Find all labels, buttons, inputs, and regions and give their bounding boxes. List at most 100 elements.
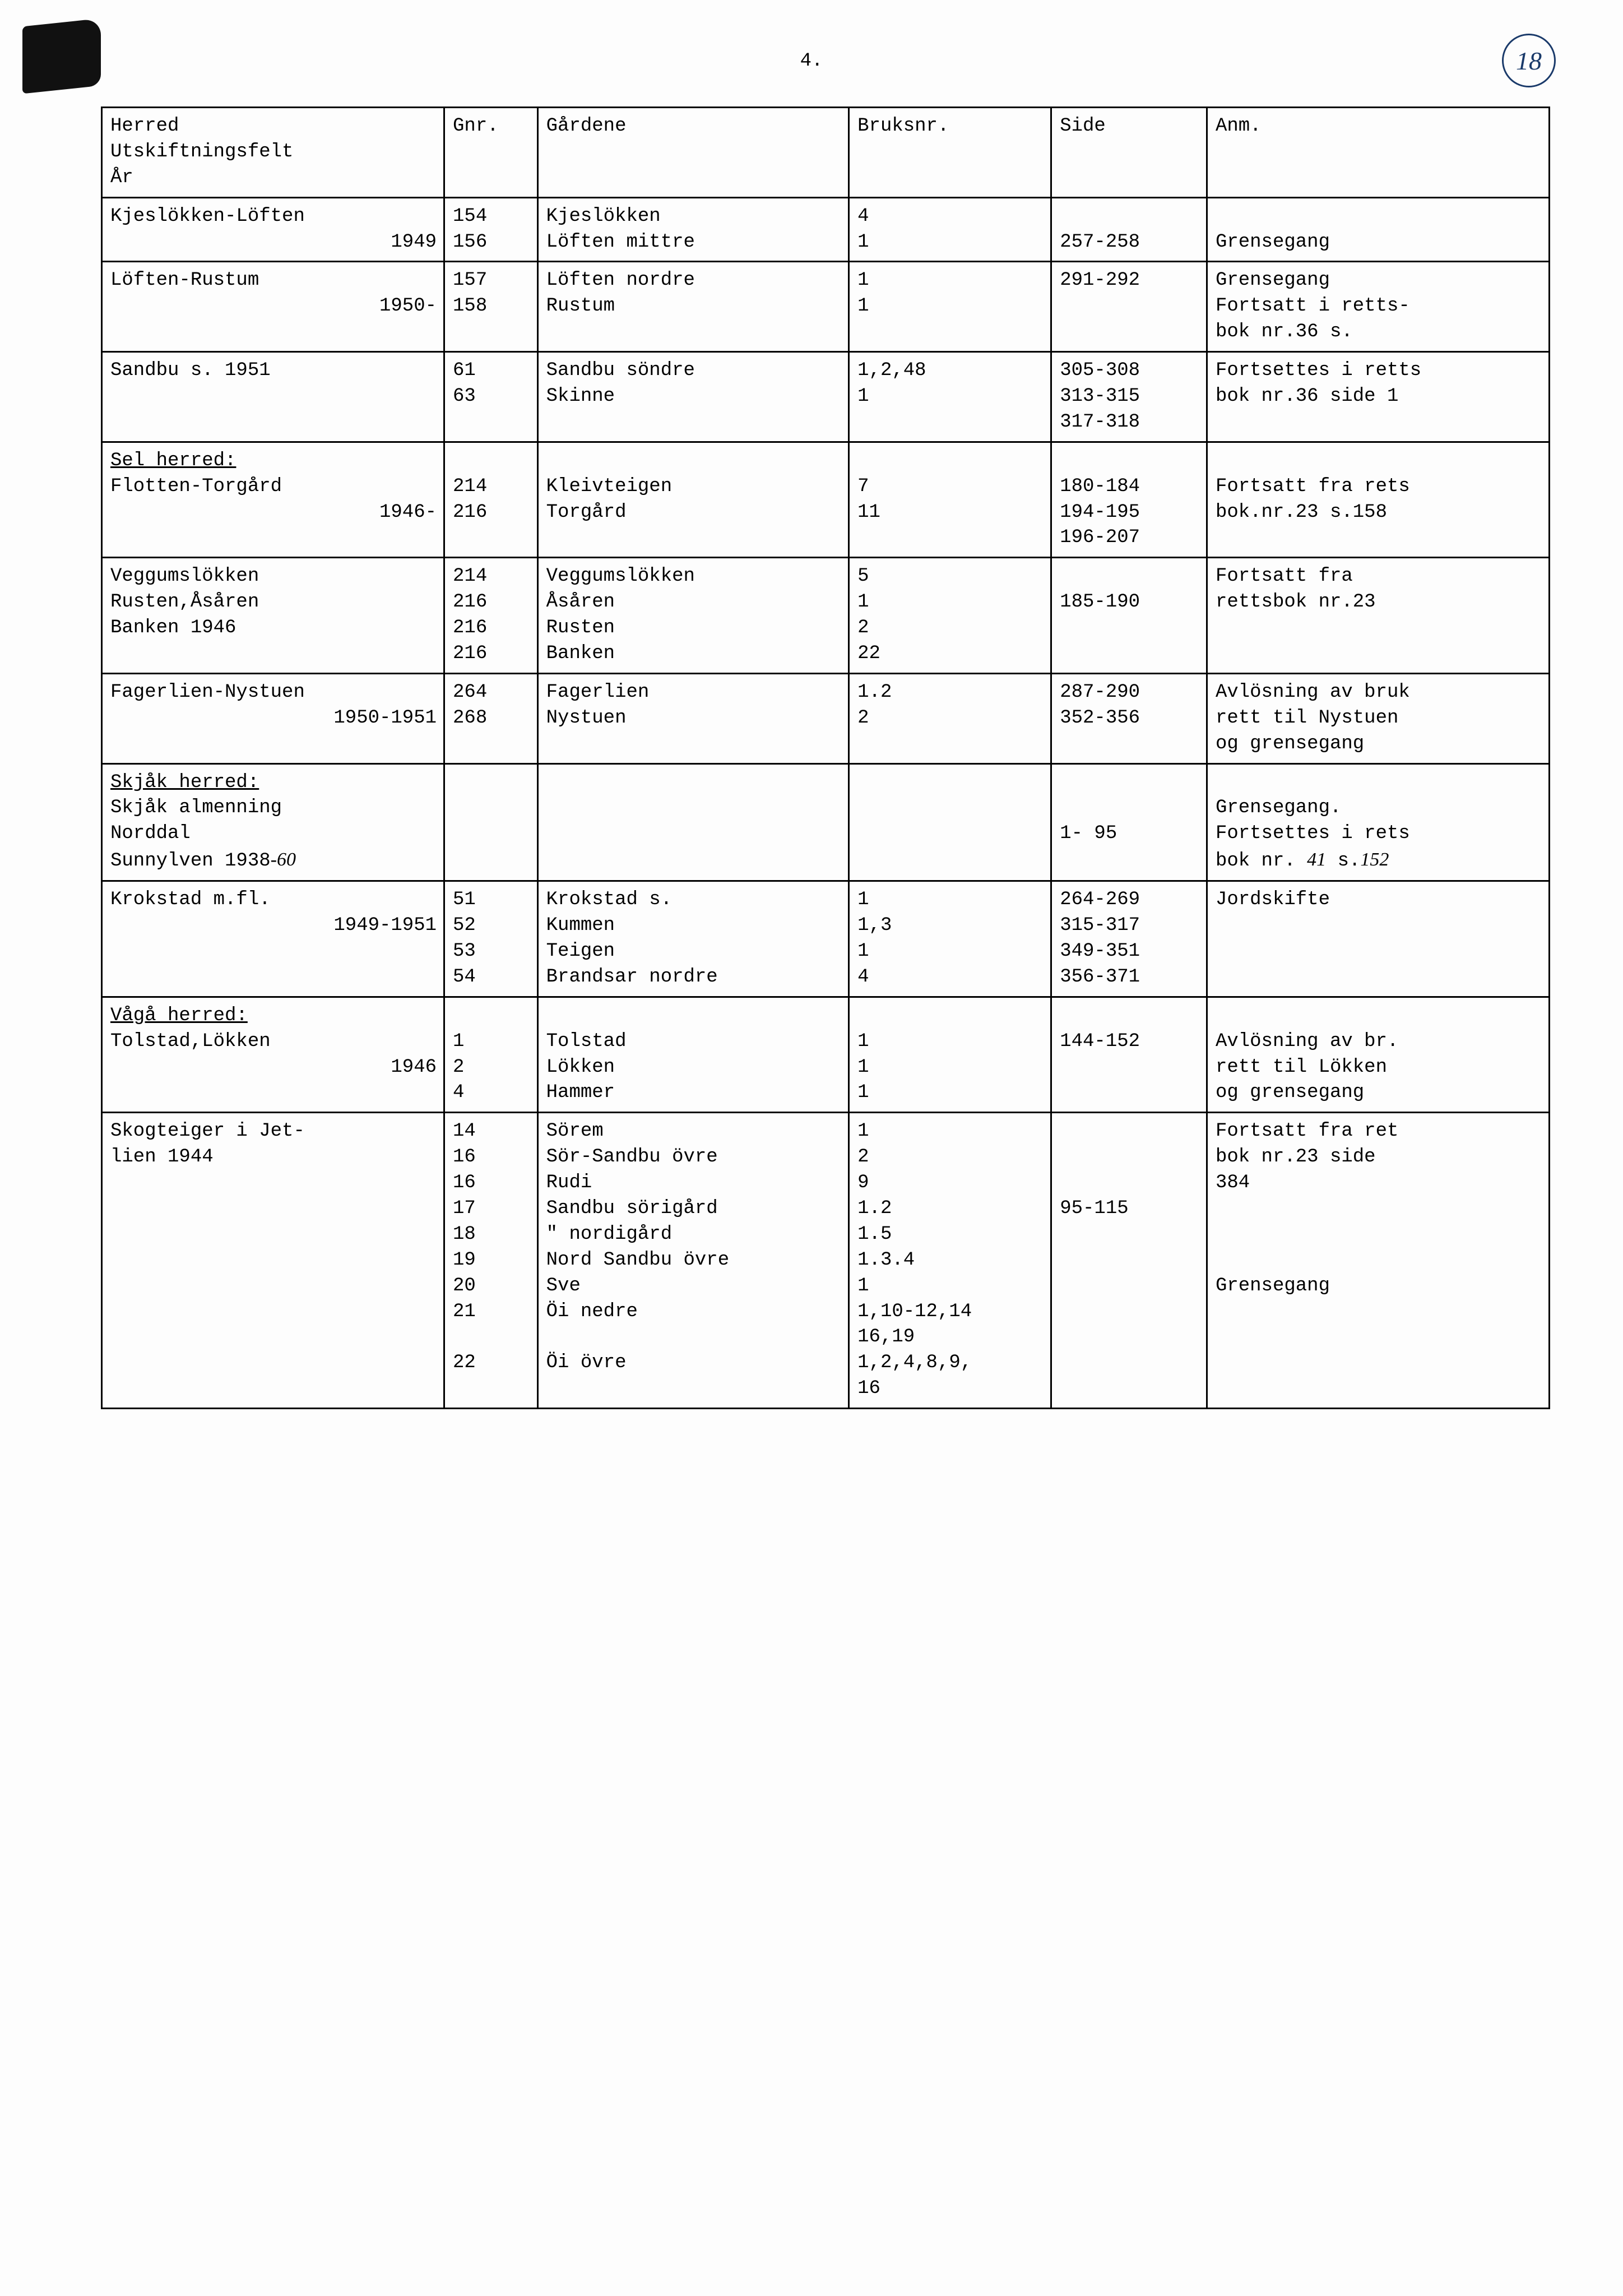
cell-text: Löften nordre Rustum bbox=[546, 270, 695, 317]
cell-side: 287-290 352-356 bbox=[1051, 673, 1207, 763]
cell-text: 95-115 bbox=[1060, 1198, 1128, 1219]
cell-gardene: Krokstad s. Kummen Teigen Brandsar nordr… bbox=[537, 881, 848, 997]
cell-text: Avlösning av br. rett til Lökken og gren… bbox=[1216, 1031, 1398, 1104]
cell-herred: Skogteiger i Jet- lien 1944 bbox=[102, 1113, 444, 1409]
cell-text: 214 216 bbox=[453, 476, 487, 523]
cell-text: 264 268 bbox=[453, 682, 487, 729]
table-row: Skogteiger i Jet- lien 1944 14 16 16 17 1… bbox=[102, 1113, 1550, 1409]
cell-text: 1- 95 bbox=[1060, 823, 1117, 844]
cell-gnr bbox=[444, 763, 538, 881]
cell-text: Grensegang Fortsatt i retts- bok nr.36 s… bbox=[1216, 270, 1410, 342]
page-number-top: 4. bbox=[800, 50, 823, 72]
cell-text: 264-269 315-317 349-351 356-371 bbox=[1060, 889, 1140, 988]
cell-text: Skogteiger i Jet- lien 1944 bbox=[110, 1121, 305, 1168]
cell-text: 214 216 216 216 bbox=[453, 566, 487, 664]
cell-gnr: 14 16 16 17 18 19 20 21 22 bbox=[444, 1113, 538, 1409]
cell-gnr: 214 216 bbox=[444, 442, 538, 558]
cell-bruksnr: 1,2,48 1 bbox=[849, 352, 1051, 442]
cell-herred: Fagerlien-Nystuen 1950-1951 bbox=[102, 673, 444, 763]
cell-side: 180-184 194-195 196-207 bbox=[1051, 442, 1207, 558]
cell-anm: Avlösning av bruk rett til Nystuen og gr… bbox=[1207, 673, 1549, 763]
cell-text: Kjeslökken Löften mittre bbox=[546, 206, 695, 253]
table-body: Kjeslökken-Löften 1949154 156Kjeslökken … bbox=[102, 197, 1550, 1408]
cell-herred: Löften-Rustum 1950- bbox=[102, 262, 444, 352]
cell-herred: Sandbu s. 1951 bbox=[102, 352, 444, 442]
col-header-anm: Anm. bbox=[1207, 108, 1549, 198]
cell-text: Tolstad,Lökken bbox=[110, 1031, 271, 1052]
cell-year: 1946 bbox=[110, 1055, 437, 1081]
cell-text: Krokstad m.fl. bbox=[110, 889, 271, 910]
cell-gardene: Sörem Sör-Sandbu övre Rudi Sandbu sörigå… bbox=[537, 1113, 848, 1409]
cell-text: 1 2 4 bbox=[453, 1031, 464, 1104]
table-row: Fagerlien-Nystuen 1950-1951 264 268 Fagerl… bbox=[102, 673, 1550, 763]
cell-text: 1 1,3 1 4 bbox=[857, 889, 892, 988]
cell-text: 61 63 bbox=[453, 360, 476, 407]
table-row: Krokstad m.fl. 1949-1951 51 52 53 54 Kroks… bbox=[102, 881, 1550, 997]
cell-year: 1946- bbox=[110, 500, 437, 526]
cell-text: Jordskifte bbox=[1216, 889, 1330, 910]
cell-herred: Veggumslökken Rusten,Åsåren Banken 1946 bbox=[102, 558, 444, 674]
cell-anm: Fortsatt fra rets bok.nr.23 s.158 bbox=[1207, 442, 1549, 558]
cell-bruksnr: 4 1 bbox=[849, 197, 1051, 262]
cell-text: Fortsatt fra ret bok nr.23 side 384 Gren… bbox=[1216, 1121, 1398, 1296]
table-row: Vågå herred: Tolstad,Lökken 1946 1 2 4 T… bbox=[102, 997, 1550, 1113]
cell-text: Grensegang. Fortsettes i rets bok nr. 41… bbox=[1216, 797, 1410, 872]
cell-gnr: 51 52 53 54 bbox=[444, 881, 538, 997]
cell-year: 1950- bbox=[110, 294, 437, 320]
table-row: Sel herred: Flotten-Torgård 1946- 214 21… bbox=[102, 442, 1550, 558]
cell-text: 157 158 bbox=[453, 270, 487, 317]
cell-anm: Grensegang. Fortsettes i rets bok nr. 41… bbox=[1207, 763, 1549, 881]
page-number-circled-value: 18 bbox=[1516, 46, 1542, 76]
cell-herred: Skjåk herred: Skjåk almenning Norddal Su… bbox=[102, 763, 444, 881]
cell-side: 305-308 313-315 317-318 bbox=[1051, 352, 1207, 442]
cell-text: Sandbu söndre Skinne bbox=[546, 360, 695, 407]
cell-text: 1 2 9 1.2 1.5 1.3.4 1 1,10-12,14 16,19 1… bbox=[857, 1121, 972, 1399]
page-number-circled: 18 bbox=[1502, 34, 1556, 87]
cell-text: 4 1 bbox=[857, 206, 869, 253]
cell-text: Sandbu s. 1951 bbox=[110, 360, 271, 381]
cell-side: 264-269 315-317 349-351 356-371 bbox=[1051, 881, 1207, 997]
table-row: Veggumslökken Rusten,Åsåren Banken 1946 2… bbox=[102, 558, 1550, 674]
cell-text: Flotten-Torgård bbox=[110, 476, 282, 497]
cell-gnr: 1 2 4 bbox=[444, 997, 538, 1113]
section-heading: Skjåk herred: bbox=[110, 772, 259, 793]
cell-bruksnr: 7 11 bbox=[849, 442, 1051, 558]
cell-text: Fortsatt fra rettsbok nr.23 bbox=[1216, 566, 1376, 613]
cell-text: Kjeslökken-Löften bbox=[110, 206, 305, 227]
cell-bruksnr bbox=[849, 763, 1051, 881]
section-heading: Sel herred: bbox=[110, 450, 236, 471]
header-text: Herred Utskiftningsfelt År bbox=[110, 115, 293, 188]
cell-text: Veggumslökken Rusten,Åsåren Banken 1946 bbox=[110, 566, 259, 638]
cell-text: 7 11 bbox=[857, 476, 880, 523]
cell-gardene: Fagerlien Nystuen bbox=[537, 673, 848, 763]
cell-text: Fortsatt fra rets bok.nr.23 s.158 bbox=[1216, 476, 1410, 523]
cell-gardene: Veggumslökken Åsåren Rusten Banken bbox=[537, 558, 848, 674]
cell-bruksnr: 1.2 2 bbox=[849, 673, 1051, 763]
cell-text: 257-258 bbox=[1060, 232, 1140, 253]
ledger-table: Herred Utskiftningsfelt År Gnr. Gårdene … bbox=[101, 107, 1550, 1409]
cell-text: 1 1 bbox=[857, 270, 869, 317]
cell-text: Fortsettes i retts bok nr.36 side 1 bbox=[1216, 360, 1421, 407]
cell-side: 95-115 bbox=[1051, 1113, 1207, 1409]
cell-herred: Sel herred: Flotten-Torgård 1946- bbox=[102, 442, 444, 558]
cell-gardene: Löften nordre Rustum bbox=[537, 262, 848, 352]
cell-gnr: 154 156 bbox=[444, 197, 538, 262]
cell-gardene: Kjeslökken Löften mittre bbox=[537, 197, 848, 262]
document-page: 4. 18 Herred Utskiftningsfelt År Gnr. Gå… bbox=[0, 0, 1623, 2296]
cell-text: 291-292 bbox=[1060, 270, 1140, 291]
cell-text: 51 52 53 54 bbox=[453, 889, 476, 988]
cell-text: 185-190 bbox=[1060, 591, 1140, 613]
cell-side: 291-292 bbox=[1051, 262, 1207, 352]
cell-year: 1949-1951 bbox=[110, 913, 437, 939]
cell-year: 1949 bbox=[110, 230, 437, 256]
cell-anm: Fortsatt fra ret bok nr.23 side 384 Gren… bbox=[1207, 1113, 1549, 1409]
cell-herred: Krokstad m.fl. 1949-1951 bbox=[102, 881, 444, 997]
cell-gnr: 214 216 216 216 bbox=[444, 558, 538, 674]
cell-text: 144-152 bbox=[1060, 1031, 1140, 1052]
cell-herred: Kjeslökken-Löften 1949 bbox=[102, 197, 444, 262]
cell-text: Skjåk almenning Norddal Sunnylven 1938-6… bbox=[110, 797, 296, 872]
cell-text: Avlösning av bruk rett til Nystuen og gr… bbox=[1216, 682, 1410, 754]
cell-anm: Grensegang bbox=[1207, 197, 1549, 262]
cell-text: Krokstad s. Kummen Teigen Brandsar nordr… bbox=[546, 889, 718, 988]
cell-text: 5 1 2 22 bbox=[857, 566, 880, 664]
